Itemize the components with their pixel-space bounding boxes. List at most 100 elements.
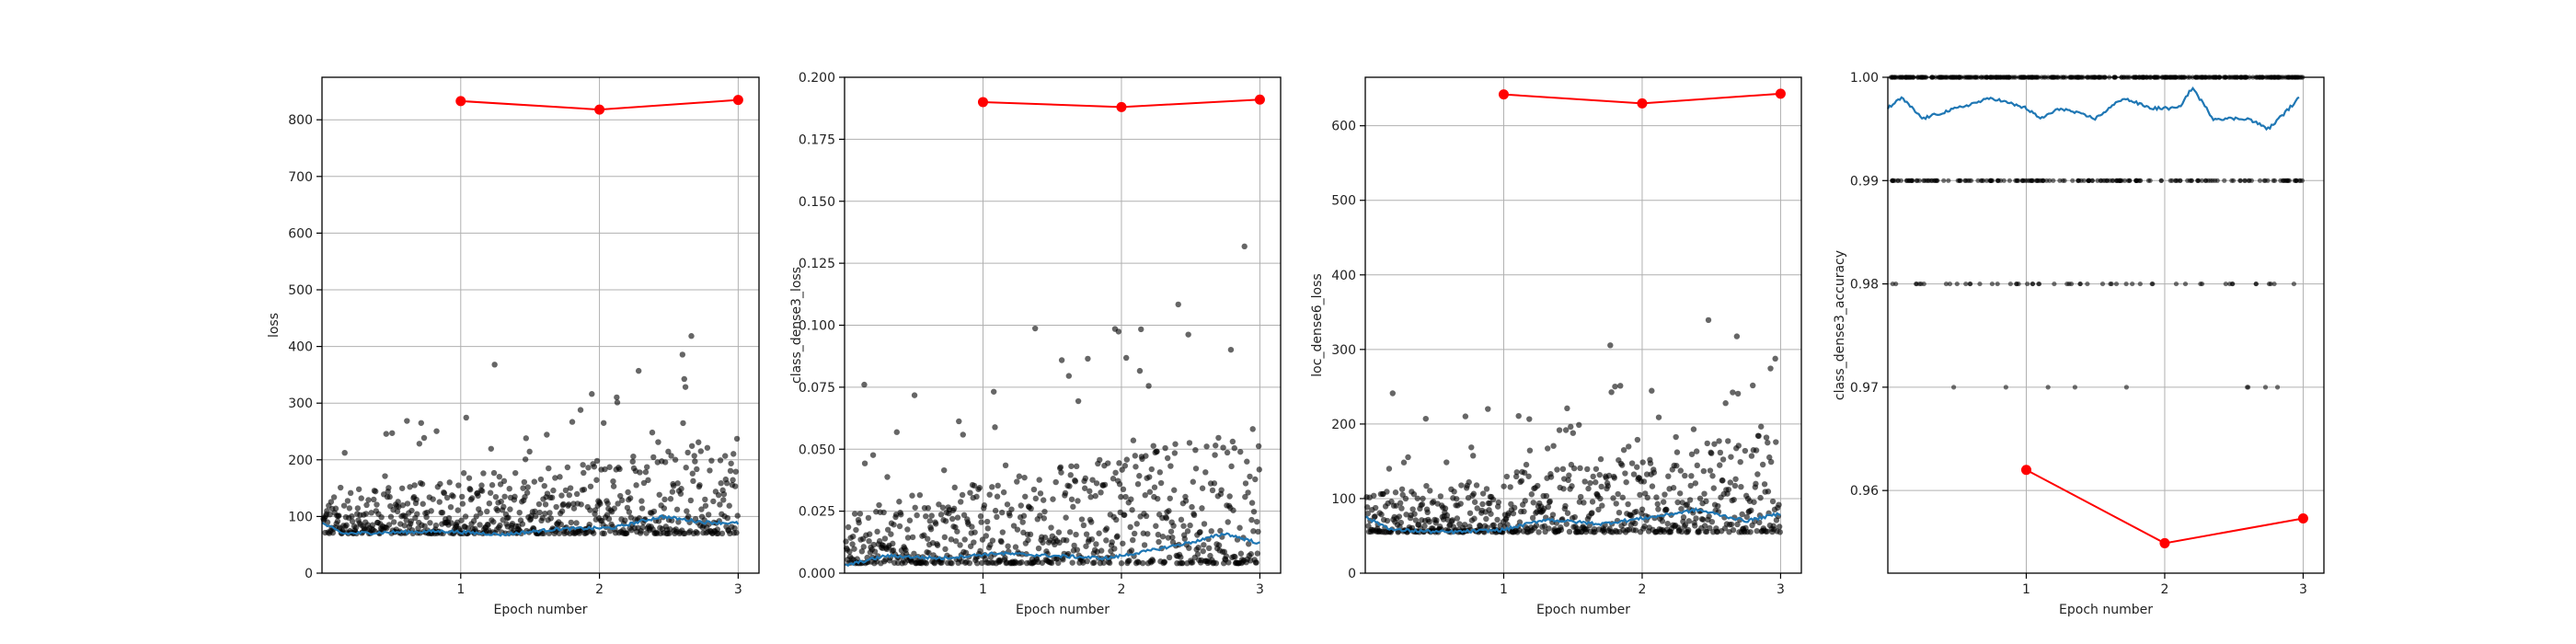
- scatter-point: [1946, 178, 1951, 183]
- scatter-point: [1618, 462, 1626, 468]
- scatter-point: [694, 530, 701, 536]
- scatter-point: [562, 487, 569, 494]
- scatter-point: [1392, 489, 1399, 496]
- scatter-point: [2070, 178, 2076, 183]
- scatter-point: [1167, 463, 1174, 469]
- scatter-point: [1690, 426, 1697, 432]
- scatter-point: [2108, 281, 2113, 287]
- y-tick-label: 0.98: [1850, 278, 1879, 293]
- scatter-point: [936, 501, 942, 508]
- scatter-point: [362, 511, 370, 517]
- scatter-point: [1954, 281, 1960, 287]
- scatter-point: [1546, 525, 1552, 532]
- scatter-point: [1155, 495, 1161, 502]
- x-tick-label: 3: [1777, 582, 1785, 597]
- scatter-point: [1056, 539, 1063, 546]
- scatter-point: [407, 484, 413, 490]
- scatter-point: [365, 497, 372, 503]
- scatter-point: [1662, 491, 1668, 498]
- scatter-point: [1449, 517, 1455, 523]
- scatter-point: [1685, 518, 1693, 524]
- scatter-point: [884, 474, 891, 480]
- scatter-point: [1776, 501, 1782, 508]
- scatter-point: [861, 460, 868, 466]
- scatter-point: [1471, 515, 1478, 522]
- scatter-point: [1121, 463, 1129, 469]
- scatter-point: [987, 542, 994, 548]
- scatter-point: [2169, 178, 2175, 183]
- scatter-point: [1199, 505, 1205, 512]
- scatter-point: [724, 514, 730, 522]
- scatter-point: [1119, 466, 1125, 473]
- scatter-point: [684, 449, 691, 456]
- scatter-point: [1122, 493, 1129, 500]
- scatter-point: [2178, 178, 2183, 183]
- scatter-point: [1080, 522, 1087, 529]
- scatter-point: [1620, 446, 1627, 454]
- epoch-point: [1775, 88, 1786, 99]
- scatter-point: [615, 500, 621, 507]
- scatter-point: [896, 499, 903, 505]
- scatter-point: [1977, 281, 1983, 287]
- scatter-point: [1411, 511, 1418, 517]
- scatter-point: [672, 456, 679, 463]
- epoch-point: [2020, 465, 2031, 476]
- scatter-point: [678, 486, 684, 492]
- scatter-point: [1228, 463, 1235, 470]
- scatter-point: [1071, 542, 1077, 549]
- scatter-point: [1202, 469, 1209, 476]
- scatter-point: [1547, 498, 1553, 505]
- scatter-point: [1650, 469, 1658, 476]
- scatter-point: [718, 479, 724, 487]
- scatter-point: [1098, 489, 1104, 496]
- scatter-point: [1486, 500, 1493, 507]
- scatter-point: [1611, 475, 1618, 481]
- scatter-point: [1613, 500, 1619, 507]
- scatter-point: [2222, 178, 2227, 183]
- scatter-point: [492, 493, 500, 500]
- scatter-point: [1528, 491, 1535, 498]
- scatter-point: [1761, 481, 1768, 488]
- scatter-point: [984, 525, 991, 532]
- scatter-point: [1400, 459, 1408, 466]
- scatter-point: [730, 451, 737, 457]
- scatter-point: [960, 431, 966, 438]
- scatter-point: [1422, 415, 1429, 422]
- scatter-point: [1776, 523, 1783, 530]
- scatter-point: [1143, 512, 1150, 520]
- scatter-point: [500, 477, 508, 485]
- scatter-point: [460, 470, 467, 477]
- scatter-point: [1201, 521, 1208, 527]
- scatter-point: [1066, 529, 1074, 535]
- scatter-point: [727, 467, 734, 475]
- y-tick-label: 0.050: [799, 443, 835, 457]
- scatter-point: [1957, 178, 1962, 183]
- scatter-point: [733, 435, 741, 443]
- scatter-point: [1226, 493, 1233, 500]
- scatter-point: [1769, 498, 1777, 505]
- scatter-point: [358, 495, 364, 501]
- scatter-point: [414, 511, 420, 517]
- scatter-point: [1250, 528, 1257, 535]
- scatter-point: [327, 511, 333, 518]
- y-tick-label: 200: [1331, 418, 1356, 432]
- scatter-point: [702, 496, 708, 503]
- scatter-point: [614, 394, 620, 401]
- y-tick-label: 0.96: [1850, 484, 1879, 499]
- scatter-point: [473, 513, 479, 520]
- x-tick-label: 1: [2022, 582, 2030, 597]
- scatter-point: [669, 489, 676, 495]
- scatter-point: [981, 502, 988, 509]
- scatter-point: [498, 498, 504, 505]
- scatter-point: [728, 460, 734, 466]
- scatter-point: [1014, 478, 1020, 485]
- scatter-point: [1554, 466, 1560, 473]
- scatter-point: [1754, 527, 1760, 535]
- scatter-point: [1410, 491, 1418, 498]
- scatter-point: [871, 548, 879, 555]
- scatter-point: [1686, 497, 1694, 503]
- scatter-point: [2122, 178, 2128, 183]
- scatter-point: [1677, 467, 1685, 474]
- scatter-point: [587, 507, 593, 513]
- scatter-point: [1892, 178, 1897, 183]
